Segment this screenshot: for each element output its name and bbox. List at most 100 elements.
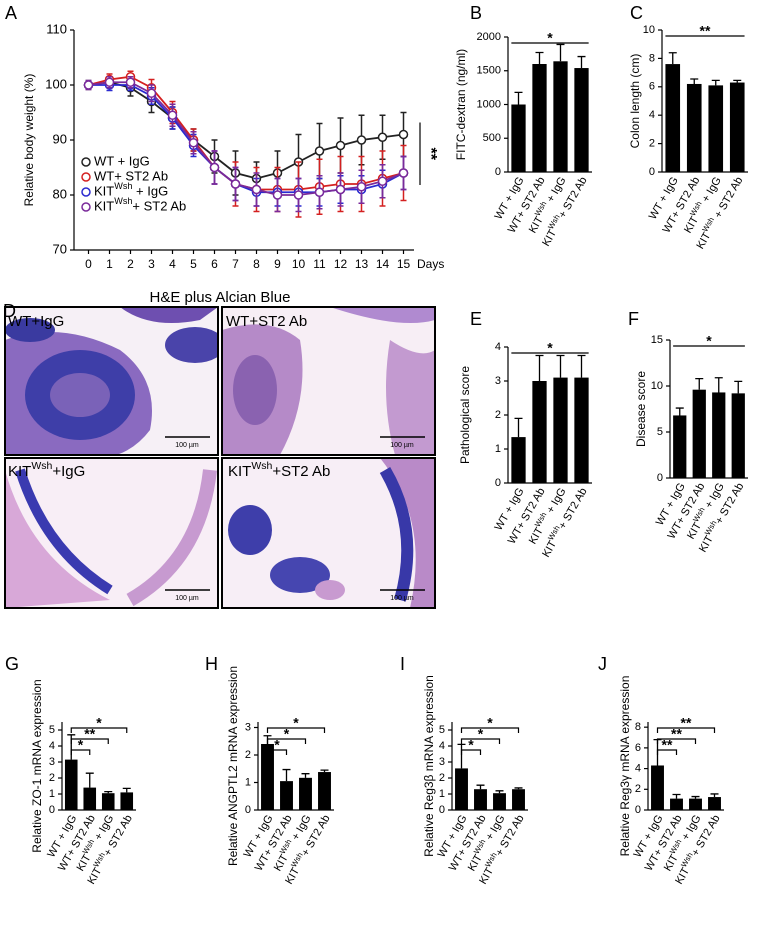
y-tick-label: 0 [657,472,663,484]
error-bar [695,377,704,390]
error-bar [85,772,94,788]
y-axis-label: Pathological score [458,366,472,464]
y-tick-label: 2 [49,772,55,784]
y-axis-label: Relative Reg3γ mRNA expression [618,676,632,857]
scale-label: 100 µm [175,442,199,449]
series-line [88,81,404,180]
bar [120,792,134,810]
y-tick-label: 2000 [477,31,501,43]
point [398,168,409,178]
y-tick-label: 0 [495,477,501,489]
legend-label: KITWsh+ ST2 Ab [94,196,186,213]
y-tick-label: 3 [245,721,251,733]
error-bar [577,354,586,378]
bar [712,392,726,478]
tissue [5,468,217,608]
error-bar [733,79,742,83]
significance-label: * [478,726,484,742]
significance-label: * [274,737,280,753]
error-bar [514,417,523,438]
y-tick-label: 10 [651,380,663,392]
y-axis-label: FITC-dextran (ng/ml) [454,49,468,160]
error-bar [690,78,699,84]
y-tick-label: 1 [439,788,445,800]
significance-bracket [460,738,501,744]
x-tick-label: 14 [376,257,390,271]
significance-label: * [78,737,84,753]
image-label: WT+IgG [8,313,64,330]
significance-label: ** [671,726,682,742]
bar [280,781,293,810]
y-tick-label: 8 [649,52,655,64]
bar [731,393,745,478]
point [272,190,283,200]
scale-bars [165,436,425,591]
significance-label: ** [422,148,439,161]
panel-letter: B [470,3,482,23]
x-tick-label: 11 [313,257,326,271]
tissue [222,307,435,455]
y-tick-label: 6 [649,81,655,93]
error-bar [104,790,113,794]
image-label: KITWsh+IgG [8,460,85,480]
panel-letter: F [628,309,639,329]
y-tick-label: 2 [649,138,655,150]
x-tick-label: 4 [169,257,176,271]
significance-label: * [96,715,102,731]
x-tick-label: 1 [106,257,113,271]
significance-label: * [284,726,290,742]
y-tick-label: 3 [495,375,501,387]
y-axis-label: Relative ANGPTL2 mRNA expression [226,666,240,866]
y-tick-label: 0 [635,804,641,816]
significance-label: * [468,737,474,753]
series-line [88,84,404,194]
point [356,135,367,145]
x-tick-label: 9 [274,257,281,271]
error-bar [556,354,565,378]
y-tick-label: 5 [49,724,55,736]
point [251,184,262,195]
legend-label: KITWsh + IgG [94,181,168,198]
bar [511,104,526,172]
significance-label: * [487,715,493,731]
y-tick-label: 0 [439,804,445,816]
tissue [5,307,218,455]
point [335,140,346,151]
significance-label: * [293,715,299,731]
error-bar [734,380,743,394]
significance-label: * [706,333,712,349]
bar [729,82,745,172]
y-tick-label: 100 [45,76,67,91]
significance-label: * [547,340,553,356]
x-tick-label: 5 [190,257,197,271]
bar [708,85,724,172]
y-tick-label: 1000 [477,98,501,110]
y-tick-label: 6 [635,742,641,754]
point [356,182,367,192]
bar [101,793,115,810]
error-bar [320,769,329,773]
significance-bracket [656,738,697,744]
x-tick-label: 13 [355,257,369,271]
error-bar [282,768,291,782]
y-tick-label: 70 [53,241,67,256]
error-bar [672,793,681,799]
y-tick-label: 15 [651,334,663,346]
x-tick-label: 6 [211,257,218,271]
y-tick-label: 110 [46,21,67,36]
bar [512,789,525,810]
legend-marker [81,187,91,197]
bar [553,377,568,483]
y-tick-label: 4 [635,762,641,774]
bar [673,415,687,478]
y-tick-label: 1 [49,788,55,800]
significance-bracket [460,749,482,755]
bar [299,777,312,810]
point [314,187,325,197]
tissue [228,458,435,608]
y-tick-label: 4 [495,341,501,353]
error-bar [122,787,131,793]
significance-bracket [70,727,128,733]
point [377,132,388,142]
panel-letter: E [470,309,482,329]
